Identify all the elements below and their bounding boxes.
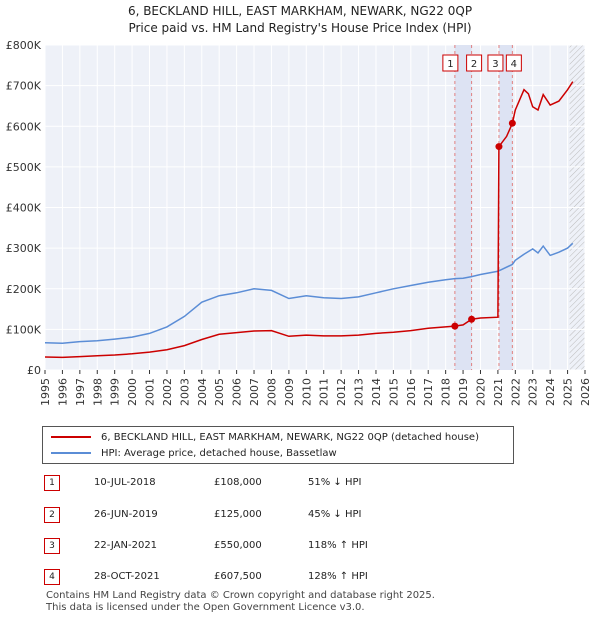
legend-label-property: 6, BECKLAND HILL, EAST MARKHAM, NEWARK, … — [101, 431, 479, 443]
x-tick-label: 2023 — [527, 378, 540, 406]
x-tick-label: 2008 — [265, 378, 278, 406]
sale-label-number: 3 — [492, 59, 498, 70]
x-tick-label: 2021 — [492, 378, 505, 406]
x-tick-label: 2017 — [422, 378, 435, 406]
chart-legend: 6, BECKLAND HILL, EAST MARKHAM, NEWARK, … — [42, 426, 514, 464]
sale-price: £550,000 — [214, 540, 262, 551]
sale-date: 26-JUN-2019 — [94, 509, 158, 520]
x-tick-label: 2007 — [248, 378, 261, 406]
x-tick-label: 1996 — [56, 378, 69, 406]
y-tick-label: £0 — [27, 364, 41, 377]
sale-point — [495, 143, 503, 151]
x-tick-label: 2010 — [300, 378, 313, 406]
x-tick-label: 1999 — [109, 378, 122, 406]
y-tick-label: £800K — [6, 39, 42, 52]
x-tick-label: 2003 — [178, 378, 191, 406]
y-tick-label: £400K — [6, 202, 42, 215]
x-tick-label: 2011 — [318, 378, 331, 406]
sale-label-box — [466, 54, 483, 72]
sale-label-box — [505, 54, 522, 72]
sale-label-number: 4 — [511, 59, 517, 70]
x-tick-label: 1995 — [39, 378, 52, 406]
sale-date: 22-JAN-2021 — [94, 540, 158, 551]
sale-price: £108,000 — [214, 477, 262, 488]
sale-date: 10-JUL-2018 — [94, 477, 156, 488]
x-tick-label: 2005 — [213, 378, 226, 406]
sale-band — [498, 45, 513, 370]
x-tick-label: 1998 — [91, 378, 104, 406]
sale-hpi-comparison: 118% ↑ HPI — [308, 540, 368, 551]
sale-row: 1 10-JUL-2018 £108,000 51% ↓ HPI — [42, 472, 562, 492]
x-tick-label: 1997 — [74, 378, 87, 406]
sale-label-number: 2 — [471, 59, 477, 70]
sale-point — [468, 315, 476, 323]
sale-price: £607,500 — [214, 571, 262, 582]
x-tick-label: 2004 — [196, 378, 209, 406]
chart-subtitle: Price paid vs. HM Land Registry's House … — [128, 21, 472, 35]
x-tick-label: 2000 — [126, 378, 139, 406]
sale-band — [454, 45, 472, 370]
sale-label-box — [442, 54, 459, 72]
x-tick-label: 2009 — [283, 378, 296, 406]
x-tick-label: 2024 — [544, 378, 557, 406]
legend-item-property: 6, BECKLAND HILL, EAST MARKHAM, NEWARK, … — [51, 430, 479, 444]
y-tick-label: £200K — [6, 283, 42, 296]
legend-swatch-property — [51, 436, 91, 438]
y-tick-label: £100K — [6, 323, 42, 336]
x-tick-label: 2020 — [474, 378, 487, 406]
sale-label-number: 1 — [447, 59, 453, 70]
x-tick-label: 2001 — [144, 378, 157, 406]
x-tick-label: 2016 — [405, 378, 418, 406]
sale-point — [508, 119, 516, 127]
sale-hpi-comparison: 51% ↓ HPI — [308, 477, 362, 488]
sale-label-box — [487, 54, 504, 72]
sale-number-badge: 2 — [44, 507, 60, 523]
y-tick-label: £500K — [6, 161, 42, 174]
y-tick-label: £600K — [6, 120, 42, 133]
x-tick-label: 2014 — [370, 378, 383, 406]
sale-number-badge: 1 — [44, 475, 60, 491]
sale-row: 4 28-OCT-2021 £607,500 128% ↑ HPI — [42, 566, 562, 586]
sale-date: 28-OCT-2021 — [94, 571, 160, 582]
sale-number-badge: 4 — [44, 569, 60, 585]
x-tick-label: 2002 — [161, 378, 174, 406]
hpi-series-line — [44, 242, 574, 344]
x-tick-label: 2019 — [457, 378, 470, 406]
x-tick-label: 2012 — [335, 378, 348, 406]
x-tick-label: 2022 — [509, 378, 522, 406]
x-tick-label: 2026 — [579, 378, 592, 406]
sale-price: £125,000 — [214, 509, 262, 520]
sale-point — [451, 322, 459, 330]
property-series-line — [44, 81, 574, 359]
footer-copyright: Contains HM Land Registry data © Crown c… — [46, 590, 435, 601]
y-tick-label: £300K — [6, 242, 42, 255]
sale-row: 2 26-JUN-2019 £125,000 45% ↓ HPI — [42, 504, 562, 524]
price-chart: £0 £100K £200K £300K £400K £500K £600K £700K £80… — [6, 39, 592, 406]
sale-row: 3 22-JAN-2021 £550,000 118% ↑ HPI — [42, 535, 562, 555]
legend-label-hpi: HPI: Average price, detached house, Bass… — [101, 447, 337, 459]
legend-item-hpi: HPI: Average price, detached house, Bass… — [51, 446, 337, 460]
y-tick-label: £700K — [6, 80, 42, 93]
footer-licence: This data is licensed under the Open Gov… — [46, 602, 365, 613]
sale-hpi-comparison: 128% ↑ HPI — [308, 571, 368, 582]
chart-title: 6, BECKLAND HILL, EAST MARKHAM, NEWARK, … — [127, 4, 473, 18]
x-tick-label: 2018 — [440, 378, 453, 406]
x-tick-label: 2013 — [353, 378, 366, 406]
sale-number-badge: 3 — [44, 538, 60, 554]
legend-swatch-hpi — [51, 452, 91, 454]
x-tick-label: 2015 — [387, 378, 400, 406]
x-tick-label: 2006 — [231, 378, 244, 406]
x-tick-label: 2025 — [562, 378, 575, 406]
sale-hpi-comparison: 45% ↓ HPI — [308, 509, 362, 520]
